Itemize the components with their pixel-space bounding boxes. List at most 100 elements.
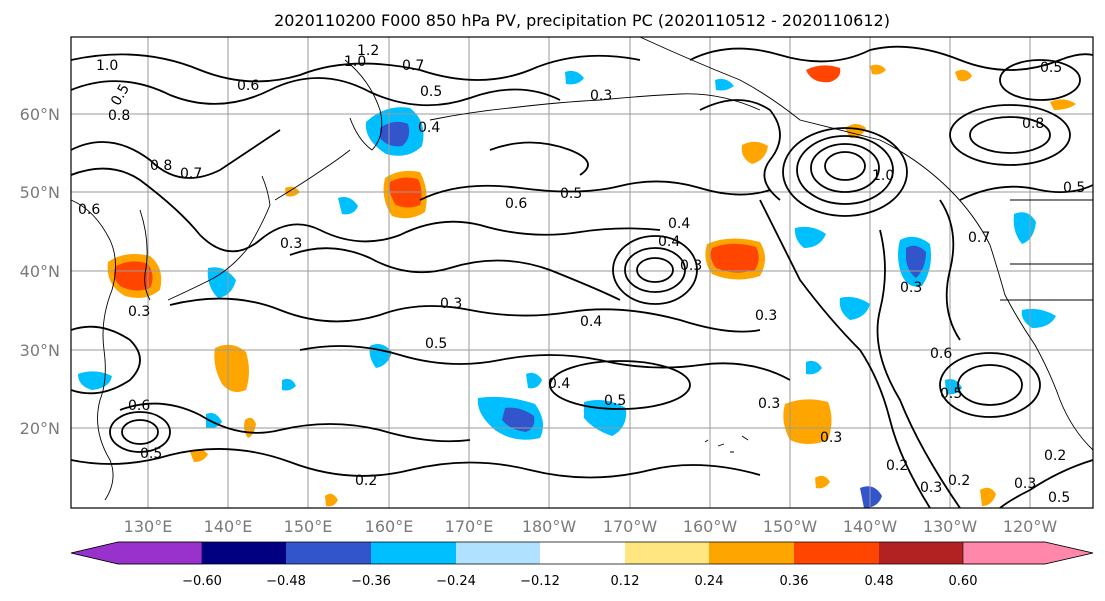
coastline-aleutians: [429, 93, 761, 121]
colorbar-tick-label: 0.60: [949, 574, 978, 589]
contour-label: 0.4: [418, 120, 440, 136]
contour-label: 0.4: [658, 234, 680, 250]
pv-contour: [959, 184, 1094, 201]
contour-label: 0.8: [1022, 116, 1044, 132]
contour-label: 1.0: [96, 58, 118, 74]
precip-positive-patch: [806, 65, 841, 83]
pv-contour-closed: [549, 360, 691, 410]
colorbar-tick-label: −0.48: [266, 574, 306, 589]
contour-label: 0.2: [886, 458, 908, 474]
precip-negative-patch: [715, 78, 734, 91]
precip-pc-shading: [78, 64, 1076, 508]
contour-label: 0.4: [548, 376, 570, 392]
colorbar-segment: [202, 542, 286, 564]
contour-label: 0.3: [280, 236, 302, 252]
colorbar: −0.60 −0.48 −0.36 −0.24 −0.12 0.12 0.24 …: [70, 541, 1094, 589]
pv-contour-closed: [624, 247, 686, 293]
lat-tick-label: 50°N: [20, 183, 60, 202]
pv-contour: [759, 199, 931, 509]
lon-tick-label: 170°E: [445, 517, 494, 536]
pv-contour: [70, 77, 561, 107]
contour-label: 0.7: [402, 58, 424, 74]
pv-contour-closed: [824, 151, 866, 181]
lon-tick-label: 120°W: [1003, 517, 1058, 536]
lon-tick-label: 140°W: [843, 517, 898, 536]
pv-contour: [70, 129, 281, 179]
contour-label: 0.6: [505, 196, 527, 212]
pv-contour: [699, 99, 781, 201]
contour-label: 0.6: [237, 78, 259, 94]
precip-positive-patch: [1050, 99, 1076, 110]
colorbar-segment: [540, 542, 625, 564]
contour-label: 0.3: [820, 430, 842, 446]
colorbar-tick-label: 0.48: [865, 574, 894, 589]
precip-positive-patch: [741, 141, 768, 164]
contour-label: 0.3: [128, 304, 150, 320]
precip-positive-patch: [870, 64, 886, 75]
precip-positive-patch: [955, 69, 972, 82]
contour-label: 0.3: [900, 280, 922, 296]
contour-label: 0.6: [930, 346, 952, 362]
contour-label: 0.8: [150, 158, 172, 174]
precip-negative-patch: [860, 486, 882, 508]
lon-tick-label: 180°W: [522, 517, 577, 536]
pv-contour: [299, 345, 791, 381]
pv-contour: [999, 459, 1094, 509]
contour-label: 0.5: [1048, 490, 1070, 506]
precip-negative-patch: [565, 70, 584, 85]
colorbar-segment: [879, 542, 963, 564]
colorbar-segment: [286, 542, 371, 564]
lon-tick-label: 160°E: [365, 517, 414, 536]
lat-tick-label: 40°N: [20, 262, 60, 281]
lon-tick-label: 160°W: [683, 517, 738, 536]
lat-axis: 60°N 50°N 40°N 30°N 20°N: [20, 105, 60, 438]
coastline-borders: [1000, 199, 1093, 301]
colorbar-segment: [962, 541, 1094, 565]
contour-label: 0.5: [425, 336, 447, 352]
lat-tick-label: 30°N: [20, 341, 60, 360]
precip-positive-patch: [389, 177, 422, 208]
pv-contour: [689, 45, 1094, 71]
precip-positive-patch: [710, 243, 759, 273]
precip-positive-patch: [214, 344, 249, 392]
contour-label: 0.5: [604, 393, 626, 409]
pv-contour: [119, 402, 471, 443]
colorbar-tick-label: 0.24: [695, 574, 724, 589]
pv-contour: [419, 180, 771, 201]
graticule: [71, 37, 1093, 508]
chart-title: 2020110200 F000 850 hPa PV, precipitatio…: [274, 11, 890, 30]
precip-negative-patch: [806, 360, 822, 375]
lon-tick-label: 170°W: [603, 517, 658, 536]
contour-label: 0.4: [580, 314, 602, 330]
coastline-north-america: [989, 244, 1094, 451]
colorbar-tick-label: −0.36: [351, 574, 391, 589]
pv-contour-closed: [782, 127, 908, 217]
precip-negative-patch: [839, 296, 870, 320]
pv-contour: [70, 325, 141, 395]
pv-contour-closed: [612, 235, 698, 305]
contour-label: 0.5: [140, 446, 162, 462]
colorbar-tick-label: 0.36: [780, 574, 809, 589]
contour-label: 0.8: [108, 108, 130, 124]
contour-label: 0.7: [968, 230, 990, 246]
pv-contour-closed: [999, 59, 1081, 101]
colorbar-segment: [371, 542, 456, 564]
coastline-asia: [70, 199, 116, 501]
pv-contour-closed: [810, 143, 880, 193]
precip-negative-patch: [282, 378, 296, 391]
coastline-korea: [139, 209, 151, 301]
precip-negative-patch: [794, 226, 826, 248]
colorbar-tick-label: 0.12: [611, 574, 640, 589]
precip-positive-patch: [815, 475, 830, 489]
contour-label: 0.3: [680, 258, 702, 274]
precip-negative-patch: [207, 267, 236, 298]
pv-contour: [70, 167, 661, 253]
precip-positive-patch: [980, 487, 996, 506]
contour-labels: 1.0 0.5 0.8 0.6 0.7 1.2 1.0 0.7 0.5 0.8 …: [78, 43, 1085, 506]
pv-contour: [939, 199, 961, 341]
contour-label: 0.5: [940, 386, 962, 402]
precip-positive-patch: [783, 399, 832, 444]
pv-contour-closed: [121, 419, 159, 445]
pv-contour: [289, 247, 621, 301]
